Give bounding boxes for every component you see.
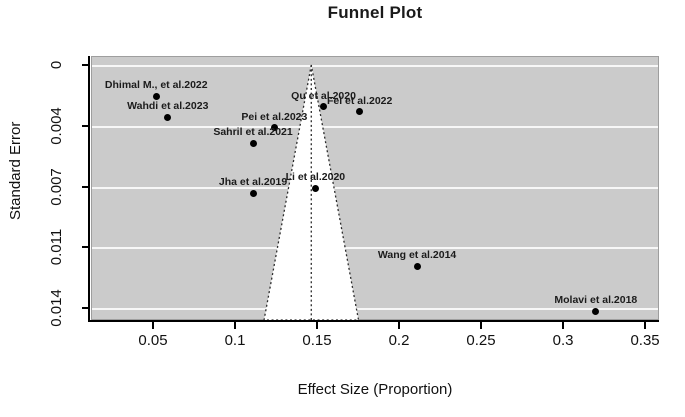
y-tick-label: 0.011 [48,229,65,266]
y-tick [82,246,89,249]
data-point [413,262,421,270]
data-point [249,139,257,147]
data-point-label: Dhimal M., et al.2022 [104,79,208,92]
y-tick-label: 0 [48,60,65,70]
x-tick-label: 0.3 [552,332,574,349]
gridline [92,247,658,250]
x-tick-label: 0.15 [302,332,332,349]
x-tick-label: 0.25 [466,332,496,349]
data-point [356,108,364,116]
x-tick [398,322,401,329]
y-tick [82,307,89,310]
data-point-label: Pei et al.2023 [241,110,308,123]
x-tick-label: 0.2 [388,332,410,349]
data-point [270,124,278,131]
x-tick-label: 0.35 [630,332,660,349]
y-tick-label: 0.004 [48,107,65,145]
x-tick [562,322,565,329]
x-axis-line [88,320,659,322]
y-axis-label: Standard Error [7,121,24,220]
plot-area [91,56,659,320]
y-tick [82,64,89,67]
data-point-label: Jha et al.2019 [218,176,288,189]
x-tick-label: 0.1 [224,332,246,349]
data-point [249,189,257,197]
gridline [92,186,658,189]
x-tick [151,322,154,329]
chart-title-text: Funnel Plot [327,3,423,22]
gridline [92,125,658,128]
x-axis-label-text: Effect Size (Proportion) [297,381,453,398]
y-tick [82,185,89,188]
data-point [320,103,328,111]
y-tick [82,124,89,127]
x-tick [316,322,319,329]
y-tick-label: 0.014 [48,289,65,327]
data-point-label: Wahdi et al.2023 [127,100,209,113]
data-point-label: Molavi et al.2018 [554,294,638,307]
data-point-label: Qu et al.2020 [291,89,356,102]
x-tick-label: 0.05 [138,332,168,349]
data-point [164,113,172,121]
x-tick [234,322,236,329]
y-axis-line [88,56,90,322]
data-point [311,184,319,192]
gridline [92,65,658,68]
x-tick [644,322,647,329]
data-point-label: Li et al.2020 [285,171,346,184]
data-point [592,307,600,315]
data-point-label: Sahril et al.2021 [213,126,293,139]
gridline [92,308,658,311]
x-tick [480,322,483,329]
data-point-label: Wang et al.2014 [377,249,457,262]
data-point-label: Fei et al.2022 [326,94,393,107]
data-point [152,92,160,100]
